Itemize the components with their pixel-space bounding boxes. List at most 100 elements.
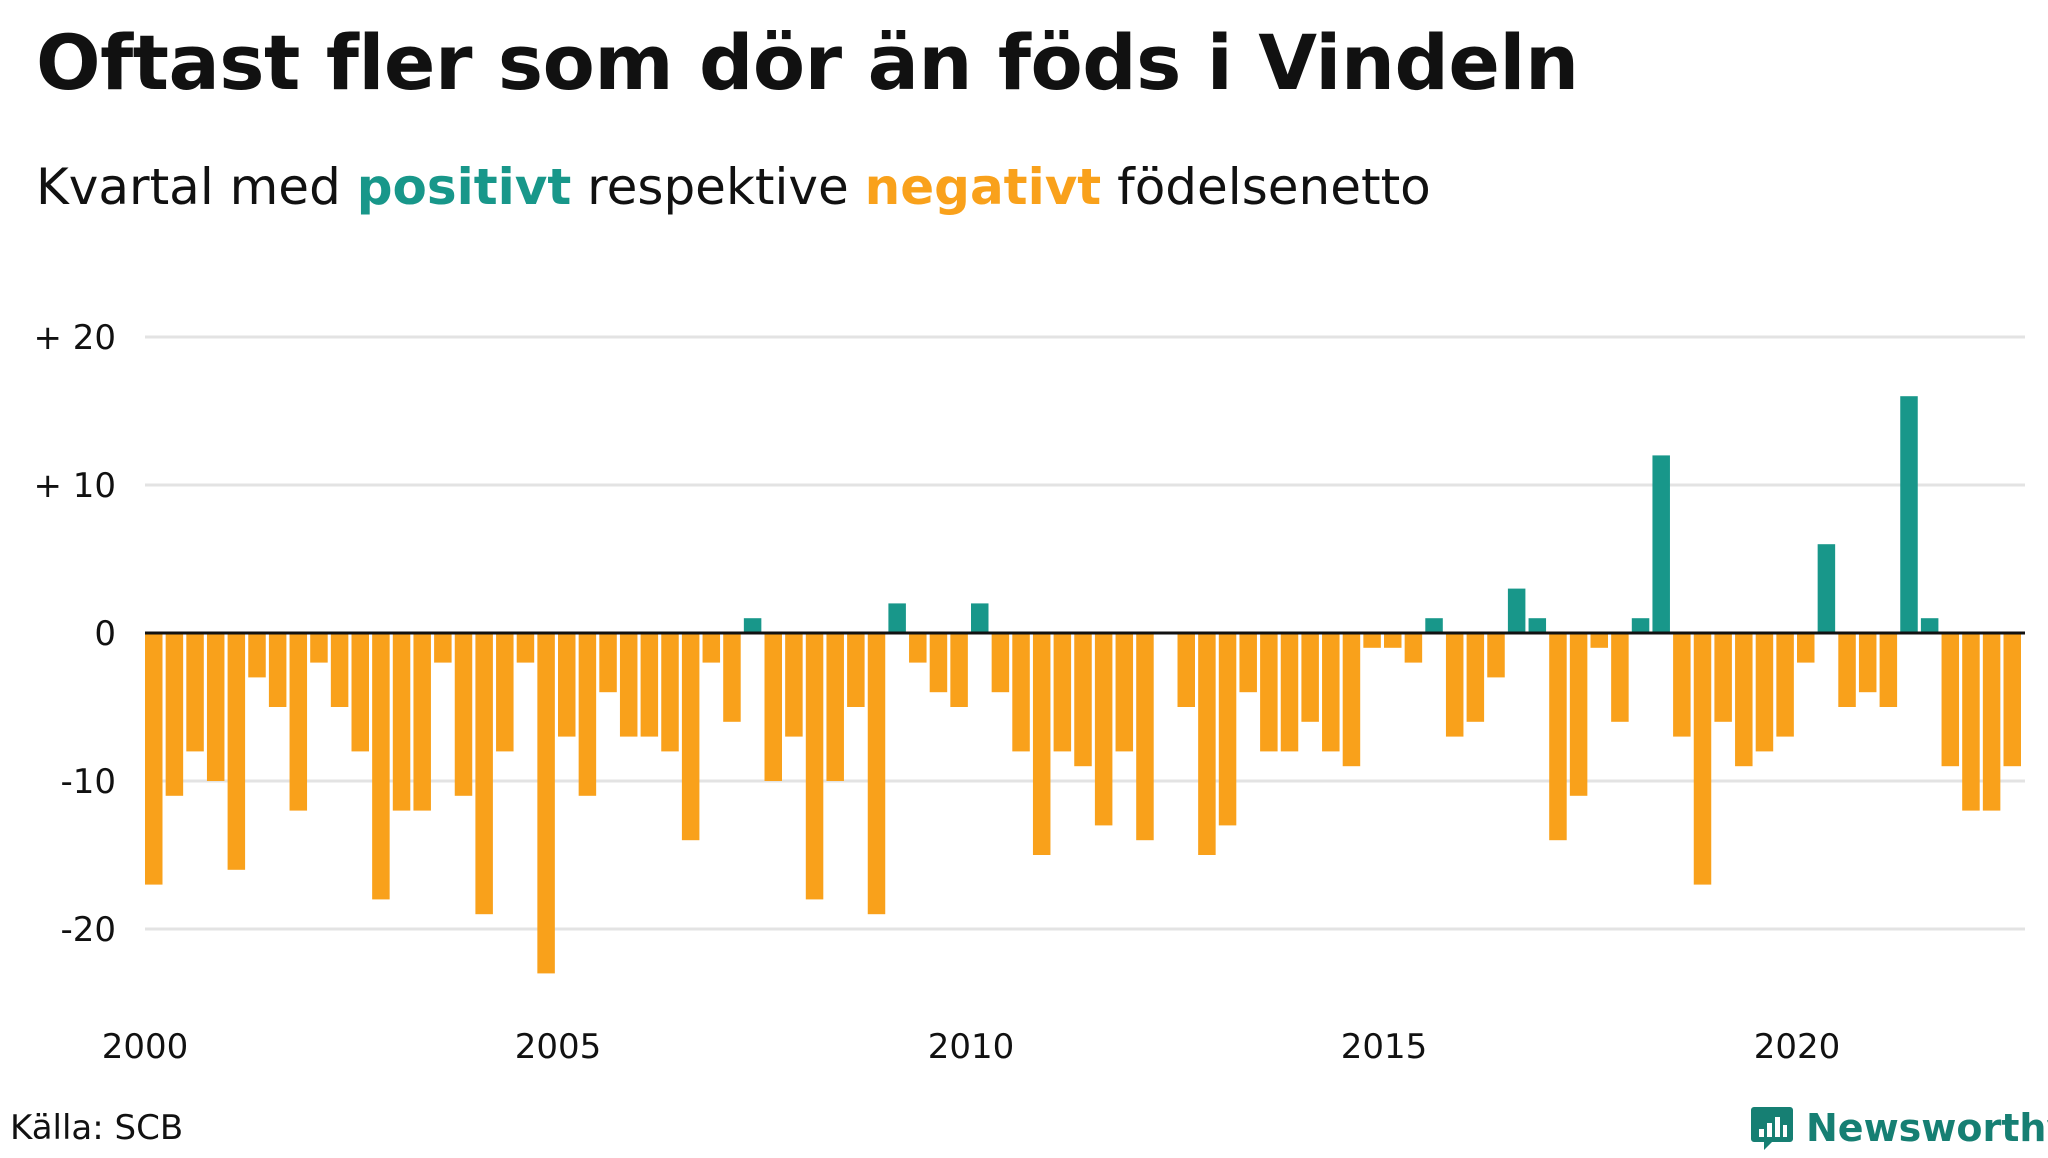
- bar: [1982, 633, 2001, 811]
- bar: [847, 633, 865, 707]
- bar: [805, 633, 824, 900]
- bar: [950, 633, 968, 707]
- bar: [929, 633, 948, 693]
- subtitle-suffix: födelsenetto: [1101, 158, 1431, 216]
- bar: [1735, 633, 1753, 767]
- bar: [1673, 633, 1691, 737]
- bar: [1218, 633, 1237, 826]
- bar: [1053, 633, 1072, 752]
- y-tick-label: -20: [60, 910, 116, 950]
- chart-title: Oftast fler som dör än föds i Vindeln: [36, 18, 1579, 107]
- brand-name: Newsworthy: [1806, 1106, 2048, 1150]
- bar: [1487, 633, 1505, 678]
- bar: [2003, 633, 2021, 767]
- bar: [909, 633, 927, 663]
- bar: [1838, 633, 1856, 707]
- bar: [392, 633, 411, 811]
- bar: [1094, 633, 1113, 826]
- chart-subtitle: Kvartal med positivt respektive negativt…: [36, 158, 1431, 216]
- bar: [1879, 633, 1898, 707]
- bar: [413, 633, 431, 811]
- bar: [1445, 633, 1464, 737]
- bar: [1177, 633, 1195, 707]
- bar: [1528, 618, 1547, 633]
- subtitle-middle: respektive: [571, 158, 865, 216]
- bar: [1776, 633, 1794, 737]
- bar: [434, 633, 452, 663]
- bar: [1136, 633, 1154, 841]
- bar: [496, 633, 514, 752]
- x-tick-label: 2015: [1341, 1027, 1428, 1067]
- bar: [1198, 633, 1216, 855]
- bar: [1941, 633, 1960, 767]
- bar: [1425, 618, 1443, 633]
- bar: [227, 633, 246, 870]
- bar: [1342, 633, 1361, 767]
- bar: [206, 633, 225, 781]
- bar: [372, 633, 390, 900]
- bar: [537, 633, 555, 974]
- bar: [991, 633, 1010, 693]
- bar: [268, 633, 287, 707]
- bar: [971, 603, 989, 633]
- bar: [475, 633, 493, 915]
- bar: [1714, 633, 1732, 722]
- subtitle-negative-word: negativt: [864, 158, 1102, 216]
- bar: [578, 633, 597, 796]
- bar: [1652, 455, 1670, 633]
- bar: [743, 618, 762, 633]
- x-tick-label: 2020: [1754, 1027, 1841, 1067]
- bar: [723, 633, 741, 722]
- bar: [454, 633, 473, 796]
- bar: [1301, 633, 1319, 722]
- bar: [1260, 633, 1278, 752]
- bar: [165, 633, 184, 796]
- bar: [702, 633, 721, 663]
- bar: [186, 633, 204, 752]
- bar: [867, 633, 886, 915]
- bar: [1507, 588, 1526, 633]
- bar: [1569, 633, 1588, 796]
- bar: [248, 633, 266, 678]
- bar: [1280, 633, 1299, 752]
- bar: [1363, 633, 1381, 648]
- source-label: Källa: SCB: [10, 1108, 184, 1148]
- bar: [681, 633, 700, 841]
- y-tick-labels: + 20 + 10 0 -10 -20: [33, 318, 116, 950]
- x-tick-label: 2005: [515, 1027, 602, 1067]
- bar: [1962, 633, 1980, 811]
- bar: [1239, 633, 1257, 693]
- x-tick-label: 2010: [928, 1027, 1015, 1067]
- bar: [1920, 618, 1939, 633]
- y-tick-label: + 10: [33, 466, 116, 506]
- bar: [1466, 633, 1485, 722]
- y-tick-label: + 20: [33, 318, 116, 358]
- bars: [145, 396, 2021, 974]
- bar: [1755, 633, 1774, 752]
- x-tick-labels: 2000 2005 2010 2015 2020: [102, 1027, 1841, 1067]
- x-tick-label: 2000: [102, 1027, 189, 1067]
- bar: [1900, 396, 1918, 633]
- bar: [1797, 633, 1815, 663]
- bar: [1404, 633, 1423, 663]
- bar: [1590, 633, 1608, 648]
- bar: [599, 633, 617, 693]
- bar: [764, 633, 782, 781]
- bar: [1693, 633, 1712, 885]
- bar: [558, 633, 576, 737]
- subtitle-prefix: Kvartal med: [36, 158, 357, 216]
- newsworthy-logo-icon: [1751, 1107, 1793, 1150]
- bar: [1384, 633, 1402, 648]
- subtitle-positive-word: positivt: [356, 158, 572, 216]
- bar: [289, 633, 308, 811]
- bar: [1012, 633, 1030, 752]
- bar: [1074, 633, 1092, 767]
- bar: [145, 633, 163, 885]
- bar: [1817, 544, 1836, 633]
- bar: [619, 633, 638, 737]
- bar: [1549, 633, 1567, 841]
- bar: [826, 633, 844, 781]
- bar: [1611, 633, 1629, 722]
- bar: [1631, 618, 1650, 633]
- bar: [310, 633, 328, 663]
